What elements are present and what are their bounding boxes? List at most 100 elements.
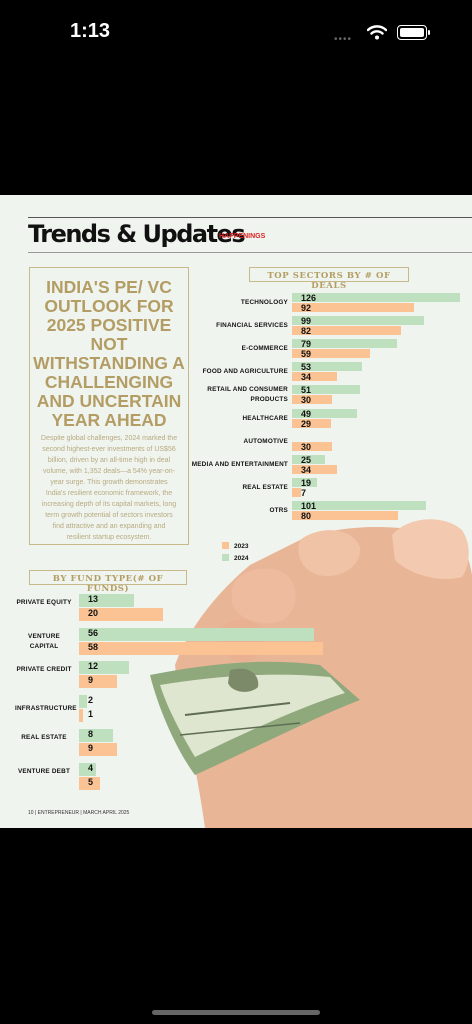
- battery-icon: [397, 25, 430, 40]
- data-label-2023: 7: [301, 487, 307, 498]
- data-label-2024: 99: [301, 316, 312, 327]
- data-label-2024: 13: [88, 594, 99, 604]
- bar-2023: [79, 641, 323, 655]
- category-label: VENTURE CAPITAL: [28, 632, 60, 650]
- bar-2024: [292, 408, 358, 418]
- data-label-2023: 58: [88, 641, 99, 652]
- data-label-2024: 25: [301, 454, 312, 465]
- data-label-2023: 30: [301, 395, 312, 406]
- top-rule: [28, 217, 472, 218]
- bar-2024: [292, 385, 360, 395]
- data-label-2024: 79: [301, 339, 312, 350]
- legend-label-2024: 2024: [234, 555, 249, 562]
- data-label-2023: 1: [88, 709, 94, 720]
- bar-2023: [79, 709, 84, 723]
- page-title: Trends & Updates: [28, 220, 246, 248]
- data-label-2023: 34: [301, 464, 312, 475]
- article-headline: INDIA'S PE/ VC OUTLOOK FOR 2025 POSITIVE…: [33, 277, 185, 430]
- bar-2023: [79, 675, 117, 689]
- home-indicator[interactable]: [152, 1010, 320, 1015]
- category-label: E-COMMERCE: [241, 345, 288, 353]
- category-label: VENTURE DEBT: [17, 767, 71, 775]
- category-label: FINANCIAL SERVICES: [216, 322, 288, 330]
- wifi-icon: [367, 25, 387, 40]
- data-label-2024: 126: [301, 293, 317, 303]
- data-label-2024: 8: [88, 728, 94, 739]
- chart-title-fund-type: BY FUND TYPE(# OF FUNDS): [29, 570, 187, 594]
- data-label-2024: 51: [301, 385, 312, 396]
- bar-2024: [292, 316, 424, 326]
- category-label: REAL ESTATE: [21, 733, 67, 741]
- legend-swatch-2024: [222, 554, 229, 561]
- status-bar: 1:13 ••••: [0, 0, 472, 60]
- bar-2023: [292, 395, 332, 405]
- data-label-2024: 49: [301, 408, 312, 419]
- bar-2023: [79, 742, 117, 756]
- legend-label-2023: 2023: [234, 543, 249, 550]
- category-label: FOOD AND AGRICULTURE: [202, 368, 288, 376]
- category-label: PRIVATE CREDIT: [16, 666, 72, 674]
- bar-2024: [79, 627, 315, 641]
- bar-2023: [292, 326, 402, 336]
- bar-2023: [292, 349, 371, 359]
- data-label-2023: 92: [301, 303, 312, 313]
- data-label-2024: 53: [301, 362, 312, 373]
- data-label-2024: 19: [301, 477, 312, 488]
- data-label-2023: 20: [88, 608, 99, 618]
- data-label-2024: 12: [88, 661, 99, 672]
- bar-2023: [292, 510, 399, 520]
- data-label-2023: 9: [88, 675, 94, 686]
- bar-2024: [79, 661, 130, 675]
- category-label: REAL ESTATE: [242, 483, 288, 491]
- data-label-2023: 34: [301, 372, 312, 383]
- category-label: RETAIL AND CONSUMER PRODUCTS: [207, 386, 288, 404]
- bar-2023: [292, 372, 338, 382]
- bar-2023: [292, 487, 302, 497]
- data-label-2024: 2: [88, 695, 94, 706]
- category-label: HEALTHCARE: [242, 414, 288, 422]
- bar-2024: [292, 362, 363, 372]
- data-label-2023: 29: [301, 418, 312, 429]
- bar-2024: [79, 695, 88, 709]
- data-label-2024: 56: [88, 627, 99, 638]
- bar-2023: [292, 303, 415, 312]
- bar-2024: [79, 762, 96, 776]
- bar-2023: [292, 464, 338, 474]
- magazine-page[interactable]: Trends & Updates HAPPENINGS INDIA'S PE/ …: [0, 195, 472, 828]
- legend-swatch-2023: [222, 542, 229, 549]
- data-label-2024: 101: [301, 500, 317, 511]
- bar-2024: [79, 728, 113, 742]
- bar-2024: [292, 477, 318, 487]
- cellular-signal-icon: ••••: [334, 34, 353, 45]
- category-label: TECHNOLOGY: [240, 299, 288, 306]
- bar-2024: [292, 293, 460, 302]
- page-footer: 10 | ENTREPRENEUR | MARCH APRIL 2025: [28, 810, 130, 816]
- data-label-2023: 5: [88, 776, 94, 787]
- bar-2023: [292, 418, 331, 428]
- bar-2023: [79, 608, 163, 621]
- data-label-2023: 59: [301, 349, 312, 360]
- header-rule: [28, 252, 472, 253]
- status-time: 1:13: [70, 20, 111, 42]
- data-label-2023: 82: [301, 326, 312, 337]
- bar-2024: [292, 500, 427, 510]
- chart-title-sectors: TOP SECTORS BY # OF DEALS: [249, 267, 409, 291]
- category-label: PRIVATE EQUITY: [16, 599, 72, 606]
- category-label: INFRASTRUCTURE: [15, 705, 77, 713]
- bar-2024: [79, 594, 134, 607]
- bar-2023: [79, 776, 100, 790]
- bar-2024: [292, 339, 398, 349]
- category-label: OTRS: [269, 506, 288, 514]
- data-label-2023: 30: [301, 441, 312, 452]
- section-tag: HAPPENINGS: [219, 233, 266, 240]
- article-box: [29, 267, 189, 545]
- data-label-2024: 4: [88, 762, 94, 773]
- category-label: AUTOMOTIVE: [243, 437, 288, 445]
- bar-2024: [292, 454, 326, 464]
- data-label-2023: 80: [301, 510, 312, 521]
- article-body: Despite global challenges, 2024 marked t…: [40, 435, 178, 541]
- hand-holding-money-illustration: [150, 519, 472, 828]
- bar-2023: [292, 441, 332, 451]
- category-label: MEDIA AND ENTERTAINMENT: [191, 460, 288, 468]
- data-label-2023: 9: [88, 742, 94, 753]
